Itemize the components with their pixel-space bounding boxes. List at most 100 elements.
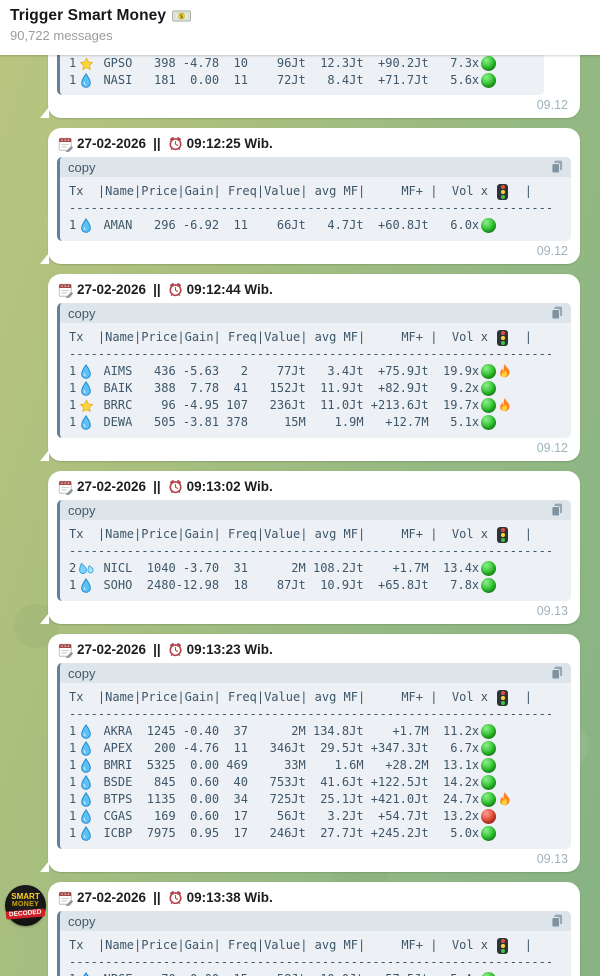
fire-icon: [498, 397, 512, 414]
money-emoji-icon: $: [172, 10, 191, 22]
table-row: 1 AIMS 436 -5.63 2 77Jt 3.4Jt +75.9Jt 19…: [69, 363, 565, 380]
red-circle-icon: [481, 809, 497, 824]
message-date: 27-02-2026: [77, 282, 147, 297]
code-block-header: copy: [60, 911, 571, 931]
channel-avatar[interactable]: SMART MONEY DECODED: [5, 885, 46, 926]
droplet-icon: [76, 809, 96, 824]
chat-header[interactable]: Trigger Smart Money $ 90,722 messages: [0, 0, 600, 55]
code-text: GPSO 398 -4.78 10 96Jt 12.3Jt +90.2Jt 7.…: [96, 56, 480, 70]
code-text: BTPS 1135 0.00 34 725Jt 25.1Jt +421.0Jt …: [96, 792, 480, 806]
calendar-icon: [58, 890, 73, 906]
message-bubble: 1 GPSO 398 -4.78 10 96Jt 12.3Jt +90.2Jt …: [40, 55, 580, 118]
message-clock-time: 09:12:25 Wib.: [186, 136, 273, 151]
code-text: 1: [69, 218, 77, 232]
traffic-light-icon: [497, 689, 509, 706]
table-header-line: Tx |Name|Price|Gain| Freq|Value| avg MF|…: [69, 526, 565, 543]
copy-label: copy: [68, 665, 96, 681]
copy-icon[interactable]: [550, 502, 564, 518]
code-block: copy Tx |Name|Price|Gain| Freq|Value| av…: [57, 303, 571, 438]
code-text: ICBP 7975 0.95 17 246Jt 27.7Jt +245.2Jt …: [96, 826, 480, 840]
copy-icon[interactable]: [550, 159, 564, 175]
green-circle-icon: [481, 398, 497, 413]
avatar-text-line2: MONEY: [11, 901, 40, 908]
message-date: 27-02-2026: [77, 890, 147, 905]
calendar-icon: [58, 479, 73, 495]
traffic-light-icon: [497, 183, 509, 200]
table-separator-line: ----------------------------------------…: [69, 200, 565, 217]
message-date-line: 27-02-2026 || 09:13:23 Wib.: [57, 639, 571, 663]
code-text: Tx |Name|Price|Gain| Freq|Value| avg MF|…: [69, 184, 496, 198]
droplet-icon: [76, 73, 96, 88]
copy-icon[interactable]: [550, 665, 564, 681]
chat-area: 1 GPSO 398 -4.78 10 96Jt 12.3Jt +90.2Jt …: [0, 55, 600, 976]
message-clock-time: 09:13:38 Wib.: [186, 890, 273, 905]
message-bubble: 27-02-2026 || 09:13:02 Wib. copy Tx |Nam…: [40, 471, 580, 624]
code-block-header: copy: [60, 303, 571, 323]
droplet-icon: [76, 218, 96, 233]
code-text: 1: [69, 826, 77, 840]
copy-label: copy: [68, 502, 96, 518]
code-text: ----------------------------------------…: [69, 347, 554, 361]
copy-label: copy: [68, 305, 96, 321]
code-text: 1: [69, 56, 77, 70]
green-circle-icon: [481, 56, 497, 71]
table-row: 1 ICBP 7975 0.95 17 246Jt 27.7Jt +245.2J…: [69, 825, 565, 842]
message-date-line: 27-02-2026 || 09:12:44 Wib.: [57, 279, 571, 303]
message-clock-time: 09:12:44 Wib.: [186, 282, 273, 297]
code-text: 1: [69, 73, 77, 87]
droplet-icon: [76, 972, 96, 976]
code-block: copy Tx |Name|Price|Gain| Freq|Value| av…: [57, 157, 571, 241]
table-row: 1 BMRI 5325 0.00 469 33M 1.6M +28.2M 13.…: [69, 757, 565, 774]
channel-title: Trigger Smart Money: [10, 7, 167, 24]
green-circle-icon: [481, 826, 497, 841]
sweat-icon: [76, 562, 96, 576]
green-circle-icon: [481, 724, 497, 739]
code-text: 1: [69, 971, 76, 976]
table-separator-line: ----------------------------------------…: [69, 346, 565, 363]
traffic-light-icon: [497, 329, 509, 346]
copy-label: copy: [68, 913, 96, 929]
message-date: 27-02-2026: [77, 479, 147, 494]
code-text: DEWA 505 -3.81 378 15M 1.9M +12.7M 5.1x: [96, 415, 480, 429]
avatar-text-line1: SMART: [11, 892, 40, 901]
copy-icon[interactable]: [550, 305, 564, 321]
code-text: 1: [69, 364, 77, 378]
code-text: CGAS 169 0.60 17 56Jt 3.2Jt +54.7Jt 13.2…: [96, 809, 480, 823]
svg-text:$: $: [180, 14, 183, 20]
table-row: 1 AKRA 1245 -0.40 37 2M 134.8Jt +1.7M 11…: [69, 723, 565, 740]
code-text: |: [510, 330, 532, 344]
droplet-icon: [76, 758, 96, 773]
code-text: Tx |Name|Price|Gain| Freq|Value| avg MF|…: [69, 938, 496, 952]
message-timestamp: 09.12: [536, 98, 568, 112]
table-row: 1 APEX 200 -4.76 11 346Jt 29.5Jt +347.3J…: [69, 740, 565, 757]
code-body: Tx |Name|Price|Gain| Freq|Value| avg MF|…: [60, 520, 571, 601]
code-text: 1: [69, 578, 77, 592]
code-text: |: [510, 184, 532, 198]
message-bubble: 27-02-2026 || 09:13:38 Wib. copy Tx |Nam…: [48, 882, 580, 976]
date-time-separator: ||: [153, 136, 161, 151]
message-timestamp: 09.12: [536, 441, 568, 455]
code-text: ----------------------------------------…: [69, 201, 554, 215]
droplet-icon: [76, 364, 96, 379]
calendar-icon: [58, 282, 73, 298]
code-text: AIMS 436 -5.63 2 77Jt 3.4Jt +75.9Jt 19.9…: [96, 364, 480, 378]
code-text: BMRI 5325 0.00 469 33M 1.6M +28.2M 13.1x: [96, 758, 480, 772]
copy-icon[interactable]: [550, 913, 564, 929]
code-text: 2: [69, 561, 77, 575]
star-icon: [76, 399, 96, 413]
code-block-header: copy: [60, 500, 571, 520]
droplet-icon: [76, 578, 96, 593]
code-text: 1: [69, 415, 77, 429]
code-text: 1: [69, 792, 77, 806]
droplet-icon: [76, 826, 96, 841]
alarm-clock-icon: [168, 282, 183, 297]
table-row: 1 AMAN 296 -6.92 11 66Jt 4.7Jt +60.8Jt 6…: [69, 217, 565, 234]
green-circle-icon: [481, 73, 497, 88]
droplet-icon: [76, 381, 96, 396]
code-text: NICL 1040 -3.70 31 2M 108.2Jt +1.7M 13.4…: [96, 561, 480, 575]
green-circle-icon: [481, 218, 497, 233]
code-text: SOHO 2480-12.98 18 87Jt 10.9Jt +65.8Jt 7…: [96, 578, 480, 592]
code-text: APEX 200 -4.76 11 346Jt 29.5Jt +347.3Jt …: [96, 741, 480, 755]
code-block: 1 GPSO 398 -4.78 10 96Jt 12.3Jt +90.2Jt …: [57, 55, 544, 95]
